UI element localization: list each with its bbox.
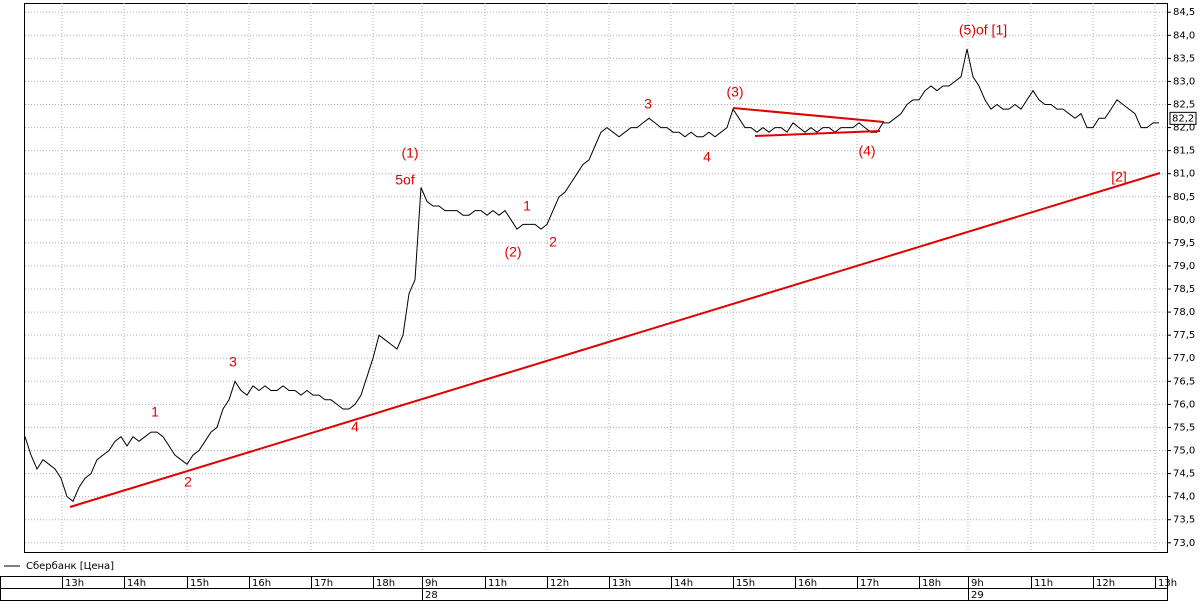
y-tick-label: 82,0 <box>1173 123 1195 134</box>
x-tick-label: 17h <box>860 578 879 589</box>
x-tick-label: 9h <box>425 578 438 589</box>
plot-frame <box>24 3 1168 553</box>
x-tick-label: 18h <box>922 578 941 589</box>
wave-label: (1) <box>401 145 418 161</box>
time-axis: 13h 14h 15h 16h 17h 18h 9h 11h 12h 13h 14h 15h 16h 17… <box>62 576 1177 601</box>
x-tick-label: 17h <box>314 578 333 589</box>
y-tick-label: 79,0 <box>1173 261 1195 272</box>
y-tick-label: 82,5 <box>1173 99 1195 110</box>
wave-label: 2 <box>184 474 192 490</box>
x-tick-label: 15h <box>736 578 755 589</box>
wave-label: (4) <box>858 143 875 159</box>
y-tick-label: 73,0 <box>1173 538 1195 549</box>
x-tick-label: 13h <box>612 578 631 589</box>
x-tick-label: 16h <box>798 578 817 589</box>
triangle-lower <box>754 130 881 137</box>
wave-label: (2) <box>504 244 521 260</box>
x-tick-label: 12h <box>1096 578 1115 589</box>
wave-label: (3) <box>726 84 743 100</box>
last-price-box <box>1169 111 1197 125</box>
last-price-label: 82,2 <box>1172 113 1194 124</box>
grid: 73,0 73,5 74,0 74,5 75,0 75,5 76,0 76,5 77,0 77,5… <box>25 3 1195 552</box>
y-tick-label: 77,5 <box>1173 330 1195 341</box>
wave-label: 5of <box>395 172 415 188</box>
wave-label: 3 <box>644 96 652 112</box>
day-label: 28 <box>425 590 438 601</box>
y-tick-label: 78,5 <box>1173 284 1195 295</box>
y-tick-label: 75,0 <box>1173 446 1195 457</box>
y-tick-label: 83,5 <box>1173 53 1195 64</box>
wave-label: 1 <box>151 404 159 420</box>
x-tick-label: 9h <box>971 578 984 589</box>
legend-label: Сбербанк [Цена] <box>26 561 114 572</box>
y-tick-label: 76,0 <box>1173 399 1195 410</box>
x-tick-label: 16h <box>252 578 271 589</box>
wave-label: 4 <box>703 149 711 165</box>
y-tick-label: 79,5 <box>1173 238 1195 249</box>
y-tick-label: 73,5 <box>1173 515 1195 526</box>
plot: 82,2 <box>24 48 1197 503</box>
y-tick-label: 77,0 <box>1173 353 1195 364</box>
trend-line <box>69 172 1161 508</box>
wave-label: 2 <box>549 234 557 250</box>
y-tick-label: 78,0 <box>1173 307 1195 318</box>
wave-label: 3 <box>229 354 237 370</box>
wave-label: 1 <box>523 198 531 214</box>
x-tick-label: 13h <box>65 578 84 589</box>
price-line <box>24 48 1159 503</box>
wave-label: [2] <box>1111 169 1127 185</box>
y-tick-label: 80,0 <box>1173 215 1195 226</box>
x-tick-label: 11h <box>488 578 507 589</box>
y-tick-label: 84,5 <box>1173 7 1195 18</box>
x-tick-label: 18h <box>376 578 395 589</box>
y-tick-label: 81,0 <box>1173 169 1195 180</box>
x-tick-label: 15h <box>190 578 209 589</box>
wave-label: (5)of [1] <box>959 22 1007 38</box>
x-tick-label: 12h <box>550 578 569 589</box>
x-tick-label: 14h <box>674 578 693 589</box>
x-tick-label: 14h <box>127 578 146 589</box>
y-tick-label: 81,5 <box>1173 146 1195 157</box>
triangle-upper <box>732 107 885 123</box>
y-tick-label: 75,5 <box>1173 422 1195 433</box>
y-tick-label: 83,0 <box>1173 76 1195 87</box>
annotations: 1 2 3 4 (1) 5of (2) 1 2 3 4 (3) (4) (5)of [1] [2] <box>151 22 1127 490</box>
x-tick-label: 11h <box>1034 578 1053 589</box>
y-tick-label: 74,0 <box>1173 492 1195 503</box>
day-label: 29 <box>971 590 984 601</box>
wave-label: 4 <box>351 419 359 435</box>
y-tick-label: 80,5 <box>1173 192 1195 203</box>
y-tick-label: 74,5 <box>1173 469 1195 480</box>
y-tick-label: 84,0 <box>1173 30 1195 41</box>
x-tick-label: 13h <box>1158 578 1177 589</box>
y-tick-label: 76,5 <box>1173 376 1195 387</box>
